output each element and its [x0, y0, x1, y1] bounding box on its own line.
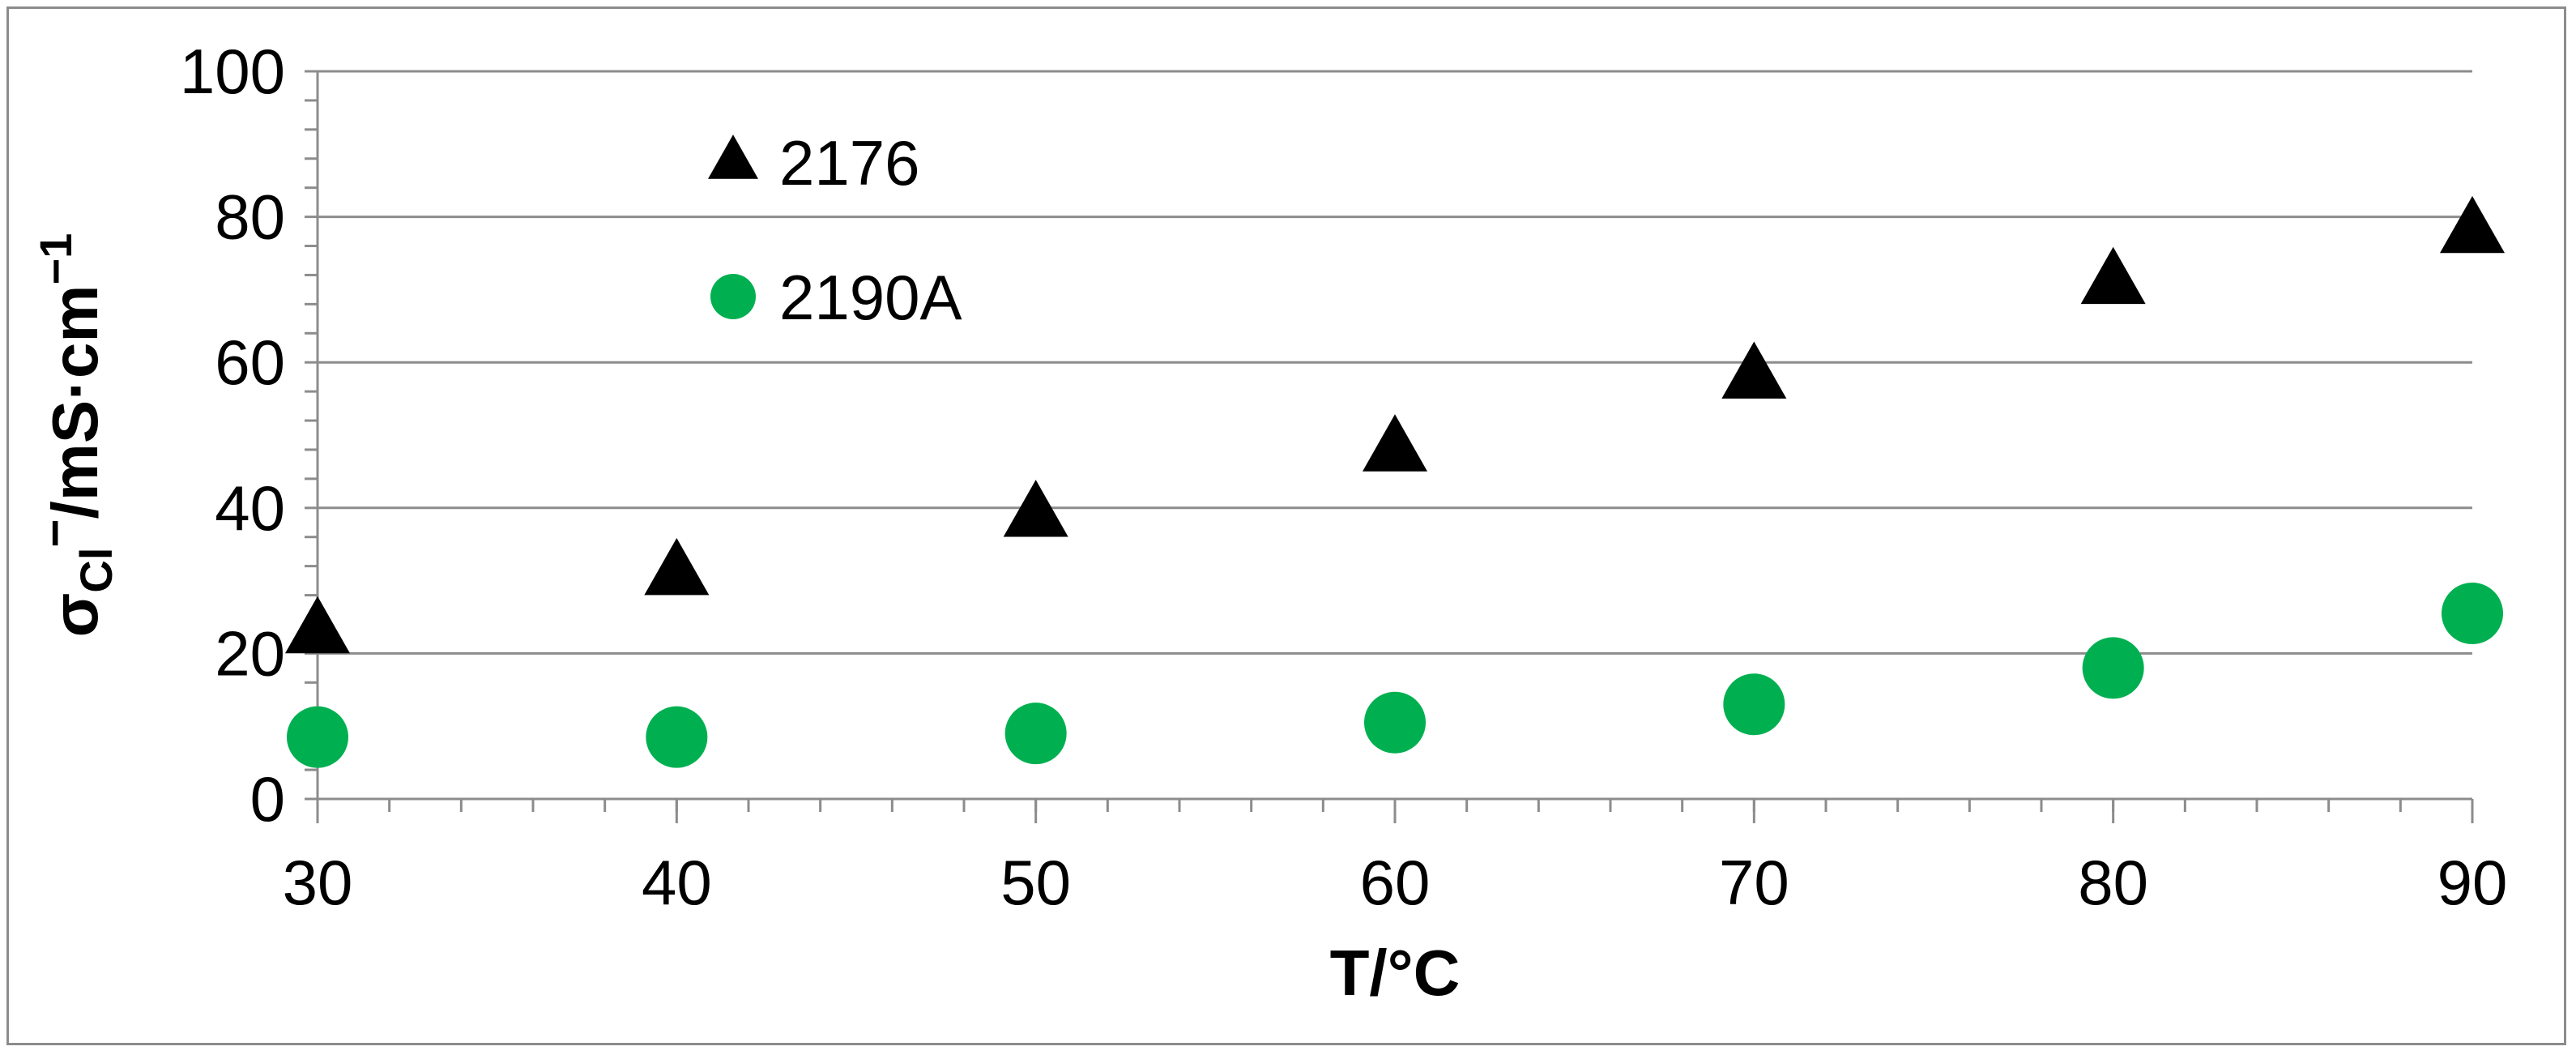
data-point-2190A-40 [646, 706, 708, 768]
data-point-2190A-60 [1364, 691, 1426, 754]
data-point-2190A-30 [287, 706, 348, 768]
data-point-2190A-90 [2442, 583, 2503, 645]
y-tick-label: 60 [215, 327, 285, 398]
data-markers [285, 195, 2505, 768]
legend-marker-triangle [708, 135, 758, 179]
legend-label-2176: 2176 [779, 127, 920, 199]
data-point-2176-50 [1003, 480, 1068, 537]
data-point-2176-70 [1721, 341, 1787, 399]
x-axis-title: T/°C [1330, 937, 1461, 1009]
data-point-2190A-70 [1723, 673, 1785, 736]
tick-labels: 0 20 40 60 80 100 30 40 50 60 70 80 90 [180, 36, 2508, 918]
x-tick-label: 50 [1000, 847, 1071, 918]
y-axis-title-symbol: σ [39, 593, 111, 638]
y-tick-label: 100 [180, 36, 285, 107]
data-point-2190A-80 [2082, 637, 2144, 699]
data-point-2176-90 [2440, 195, 2505, 254]
y-axis-title-unit: /mS·cm [39, 285, 111, 519]
legend-item-2176: 2176 [708, 127, 920, 199]
data-point-2176-40 [644, 537, 710, 596]
y-tick-label: 40 [215, 472, 285, 544]
x-tick-label: 60 [1360, 847, 1431, 918]
legend: 2176 2190A [708, 127, 962, 333]
data-point-2176-80 [2080, 246, 2146, 305]
x-tick-label: 30 [283, 847, 353, 918]
data-point-2190A-50 [1004, 703, 1067, 765]
legend-item-2190a: 2190A [710, 262, 962, 333]
legend-label-2190a: 2190A [779, 262, 962, 333]
x-tick-label: 40 [642, 847, 712, 918]
y-axis-title-subscript: Cl [70, 548, 122, 593]
y-tick-label: 80 [215, 182, 285, 253]
y-tick-label: 0 [250, 763, 285, 835]
y-axis-title-superscript: − [28, 519, 82, 548]
y-axis-title: σCl−/mS·cm−1 [28, 233, 122, 638]
x-tick-label: 70 [1719, 847, 1789, 918]
grid-lines [318, 70, 2472, 655]
data-point-2176-30 [285, 596, 350, 654]
y-axis-title-unit-exponent: −1 [30, 233, 81, 285]
x-tick-label: 90 [2437, 847, 2508, 918]
data-point-2176-60 [1363, 414, 1427, 472]
chart-frame [6, 6, 2566, 1045]
y-tick-label: 20 [215, 617, 285, 689]
x-tick-label: 80 [2078, 847, 2148, 918]
legend-marker-circle [710, 274, 756, 319]
